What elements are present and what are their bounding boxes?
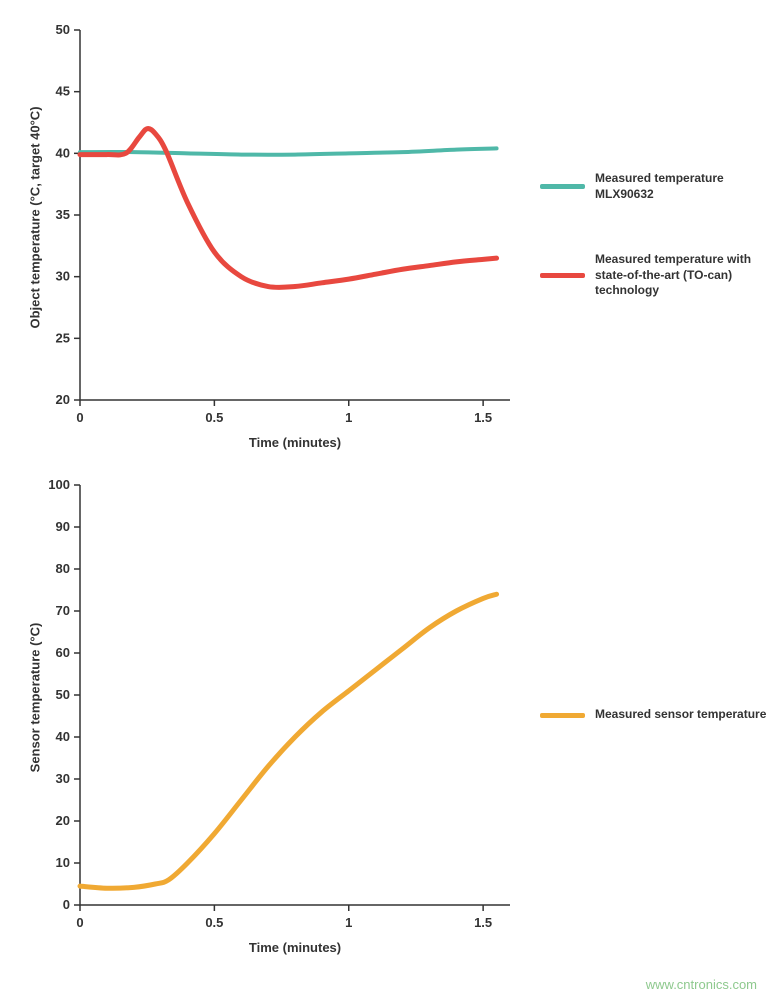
legend-mlx: Measured temperature MLX90632	[540, 171, 767, 202]
svg-text:20: 20	[56, 392, 70, 407]
chart2-svg: 0 10 20 30 40 50 60 70 80 90 100 0 0.5 1 1.5	[10, 475, 530, 945]
svg-text:30: 30	[56, 269, 70, 284]
svg-text:1: 1	[345, 410, 352, 425]
chart1-xlabel: Time (minutes)	[80, 435, 510, 450]
svg-text:1.5: 1.5	[474, 915, 492, 930]
chart1-legend: Measured temperature MLX90632 Measured t…	[530, 121, 767, 349]
chart2-ylabel: Sensor temperature (°C)	[28, 583, 43, 813]
svg-text:35: 35	[56, 207, 70, 222]
svg-text:90: 90	[56, 519, 70, 534]
svg-text:25: 25	[56, 330, 70, 345]
svg-text:100: 100	[48, 477, 70, 492]
svg-text:1.5: 1.5	[474, 410, 492, 425]
chart1-svg: 20 25 30 35 40 45 50 0 0.5 1 1.5	[10, 20, 530, 440]
chart2-row: Sensor temperature (°C) 0102030405060708…	[10, 475, 767, 955]
svg-text:10: 10	[56, 855, 70, 870]
svg-text:1: 1	[345, 915, 352, 930]
page: Object temperature (°C, target 40°C) 202…	[0, 0, 777, 1000]
svg-text:70: 70	[56, 603, 70, 618]
svg-text:40: 40	[56, 729, 70, 744]
svg-text:40: 40	[56, 145, 70, 160]
svg-text:50: 50	[56, 687, 70, 702]
chart1-row: Object temperature (°C, target 40°C) 202…	[10, 20, 767, 450]
chart2-xlabel: Time (minutes)	[80, 940, 510, 955]
chart2-legend: Measured sensor temperature	[530, 657, 767, 773]
svg-text:0: 0	[76, 915, 83, 930]
legend-tocan: Measured temperature with state-of-the-a…	[540, 252, 767, 299]
svg-text:60: 60	[56, 645, 70, 660]
svg-text:80: 80	[56, 561, 70, 576]
legend-swatch-sensor	[540, 713, 585, 718]
legend-sensor: Measured sensor temperature	[540, 707, 767, 723]
legend-label-sensor: Measured sensor temperature	[595, 707, 766, 723]
legend-label-mlx: Measured temperature MLX90632	[595, 171, 767, 202]
watermark: www.cntronics.com	[646, 977, 757, 992]
legend-swatch-mlx	[540, 184, 585, 189]
svg-text:0.5: 0.5	[205, 915, 223, 930]
svg-text:0: 0	[76, 410, 83, 425]
legend-swatch-tocan	[540, 273, 585, 278]
svg-text:20: 20	[56, 813, 70, 828]
chart1-box: Object temperature (°C, target 40°C) 202…	[10, 20, 530, 450]
legend-label-tocan: Measured temperature with state-of-the-a…	[595, 252, 767, 299]
svg-text:30: 30	[56, 771, 70, 786]
chart1-ylabel: Object temperature (°C, target 40°C)	[28, 78, 43, 358]
svg-text:0.5: 0.5	[205, 410, 223, 425]
svg-text:45: 45	[56, 84, 70, 99]
svg-text:50: 50	[56, 22, 70, 37]
svg-text:0: 0	[63, 897, 70, 912]
chart2-box: Sensor temperature (°C) 0102030405060708…	[10, 475, 530, 955]
